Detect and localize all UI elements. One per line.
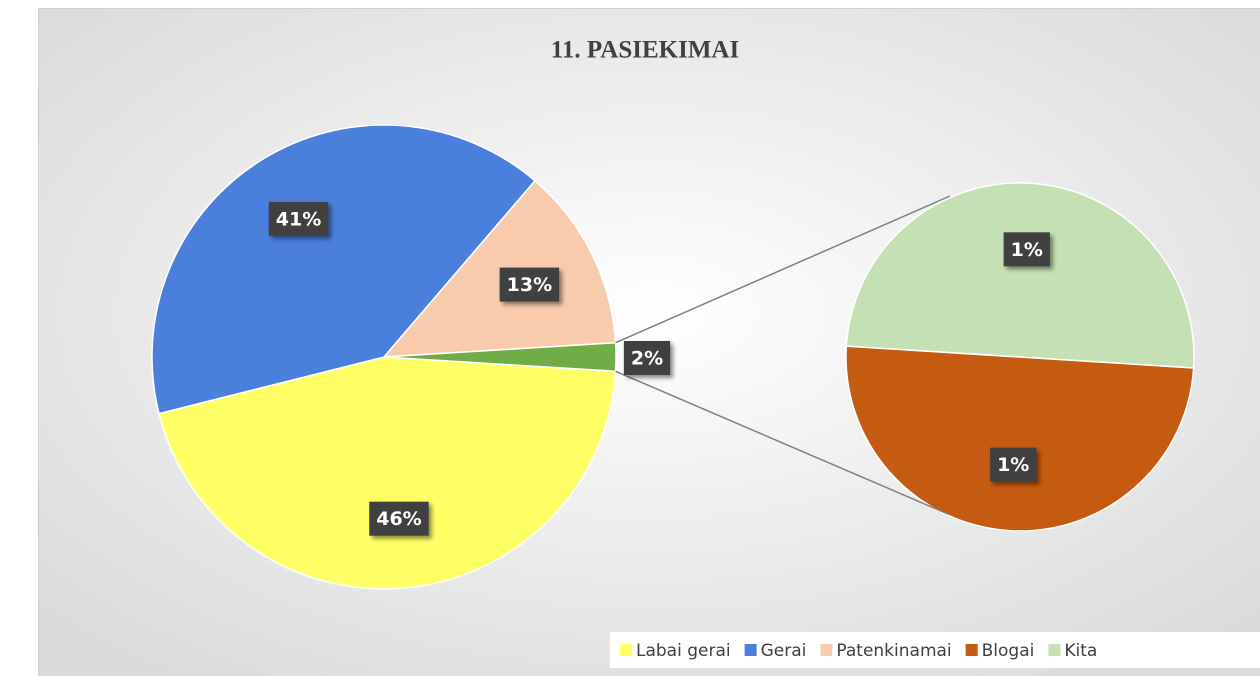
data-label: 41% (269, 202, 328, 236)
legend-label: Blogai (982, 641, 1035, 661)
data-label-text: 2% (631, 348, 663, 370)
data-label-text: 1% (1011, 239, 1043, 261)
chart-title: 11. PASIEKIMAI (551, 37, 739, 64)
data-label: 13% (500, 268, 559, 302)
legend-swatch (966, 644, 978, 656)
legend-label: Kita (1064, 641, 1097, 661)
data-label: 46% (369, 502, 428, 536)
data-label-text: 1% (997, 454, 1029, 476)
legend-label: Patenkinamai (836, 641, 951, 661)
legend-label: Gerai (761, 641, 807, 661)
data-label: 1% (1004, 232, 1050, 266)
legend-swatch (745, 644, 757, 656)
legend-swatch (820, 644, 832, 656)
legend-swatch (620, 644, 632, 656)
legend-swatch (1048, 644, 1060, 656)
data-label-text: 41% (276, 208, 321, 230)
legend-label: Labai gerai (636, 641, 731, 661)
data-label-text: 46% (376, 508, 421, 530)
data-label: 2% (624, 341, 670, 375)
data-label: 1% (990, 448, 1036, 482)
data-label-text: 13% (507, 274, 552, 296)
